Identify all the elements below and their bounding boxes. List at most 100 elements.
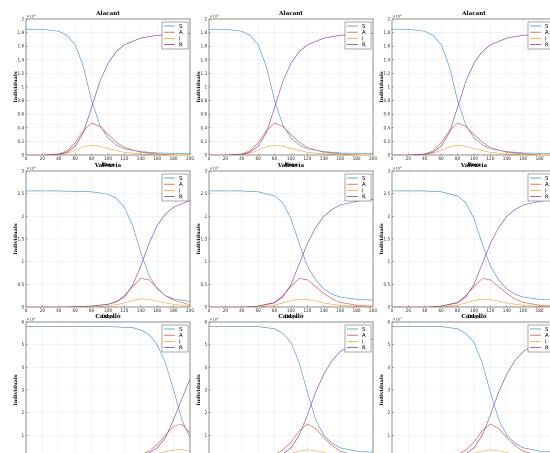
- y-axis-label: Individuals: [379, 71, 385, 102]
- series-line-r: [25, 33, 191, 156]
- x-tick-label: 60: [256, 308, 262, 313]
- legend-label-r: R: [179, 346, 183, 352]
- y-axis-label: Individuals: [13, 374, 19, 405]
- legend-label-s: S: [179, 24, 183, 30]
- series-line-i: [391, 144, 550, 156]
- x-tick-label: 80: [455, 308, 461, 313]
- x-tick-label: 140: [503, 308, 511, 313]
- legend-label-a: A: [179, 30, 183, 36]
- legend-label-a: A: [545, 30, 549, 36]
- x-tick-label: 160: [153, 308, 161, 313]
- legend-label-i: I: [179, 339, 181, 345]
- legend-box: [527, 21, 550, 50]
- chart-panel-4: 0 20 40 60 80 100 120 140 160 180 20000.511.522.53…: [13, 162, 194, 320]
- legend-label-a: A: [179, 182, 183, 188]
- x-tick-label: 40: [422, 308, 428, 313]
- legend-label-r: R: [179, 195, 183, 201]
- y-tick-label: 1.8: [201, 30, 208, 35]
- y-tick-label: 1.5: [384, 237, 391, 242]
- x-tick-label: 180: [170, 156, 178, 161]
- y-tick-label: 2: [388, 17, 391, 22]
- y-tick-label: 1.4: [384, 57, 391, 62]
- series-line-i: [208, 144, 374, 156]
- y-tick-label: 0.8: [18, 98, 25, 103]
- legend-label-a: A: [362, 182, 366, 188]
- y-tick-label: 3: [22, 388, 25, 393]
- y-tick-label: 1.5: [18, 237, 25, 242]
- legend-box: [527, 173, 550, 202]
- x-tick-label: 140: [503, 156, 511, 161]
- series-line-r: [26, 200, 191, 308]
- y-tick-label: 0.4: [201, 125, 208, 130]
- x-tick-label: 200: [186, 156, 194, 161]
- x-axis-label: Days: [467, 162, 480, 168]
- series-line-r: [283, 338, 374, 453]
- chart-title: València: [277, 162, 305, 169]
- legend-label-s: S: [362, 24, 366, 30]
- x-tick-label: 140: [137, 308, 145, 313]
- x-tick-label: 180: [353, 308, 361, 313]
- y-tick-label: 0: [205, 305, 208, 310]
- x-tick-label: 160: [519, 156, 527, 161]
- legend-label-s: S: [362, 327, 366, 333]
- y-multiplier: ×10⁵: [393, 318, 403, 322]
- y-tick-label: 1.6: [18, 44, 25, 49]
- chart-title: Alacant: [461, 11, 486, 17]
- x-tick-label: 100: [104, 156, 112, 161]
- series-line-s: [209, 190, 374, 301]
- legend-label-i: I: [362, 188, 364, 194]
- series-line-a: [459, 423, 531, 453]
- x-axis-label: Days: [284, 162, 297, 168]
- legend-label-r: R: [545, 346, 549, 352]
- x-axis-label: Days: [467, 314, 480, 320]
- x-tick-label: 100: [470, 308, 478, 313]
- x-tick-label: 0: [208, 156, 211, 161]
- x-tick-label: 120: [303, 156, 311, 161]
- x-tick-label: 80: [455, 156, 461, 161]
- x-tick-label: 100: [470, 156, 478, 161]
- x-tick-label: 80: [272, 156, 278, 161]
- chart-title: Castelló: [278, 313, 304, 320]
- y-multiplier: ×10⁶: [393, 167, 403, 171]
- x-tick-label: 180: [353, 156, 361, 161]
- y-tick-label: 1: [205, 259, 208, 264]
- x-tick-label: 180: [536, 308, 544, 313]
- y-multiplier: ×10⁶: [210, 15, 220, 19]
- legend-label-r: R: [362, 43, 366, 49]
- y-axis-label: Individuals: [13, 223, 19, 254]
- legend-label-r: R: [545, 195, 549, 201]
- chart-title: Alacant: [95, 11, 120, 17]
- y-tick-label: 1: [388, 85, 391, 90]
- legend-label-r: R: [362, 195, 366, 201]
- legend-label-s: S: [179, 176, 183, 182]
- y-tick-label: 0: [205, 153, 208, 158]
- legend-label-a: A: [545, 182, 549, 188]
- y-axis-label: Individuals: [13, 71, 19, 102]
- y-tick-label: 1.4: [18, 57, 25, 62]
- x-tick-label: 100: [104, 308, 112, 313]
- x-tick-label: 0: [391, 308, 394, 313]
- chart-title: Alacant: [278, 11, 303, 17]
- x-tick-label: 120: [120, 156, 128, 161]
- series-line-s: [392, 190, 550, 301]
- x-tick-label: 60: [439, 308, 445, 313]
- legend-label-a: A: [179, 333, 183, 339]
- y-tick-label: 0.4: [18, 125, 25, 130]
- x-tick-label: 160: [336, 156, 344, 161]
- y-tick-label: 3: [205, 388, 208, 393]
- legend-label-i: I: [545, 188, 547, 194]
- x-tick-label: 40: [422, 156, 428, 161]
- y-multiplier: ×10⁵: [27, 318, 37, 322]
- y-tick-label: 0.2: [384, 139, 391, 144]
- legend-label-s: S: [179, 327, 183, 333]
- legend-label-s: S: [545, 24, 549, 30]
- legend-label-i: I: [179, 36, 181, 42]
- series-line-r: [391, 33, 550, 156]
- x-tick-label: 40: [56, 156, 62, 161]
